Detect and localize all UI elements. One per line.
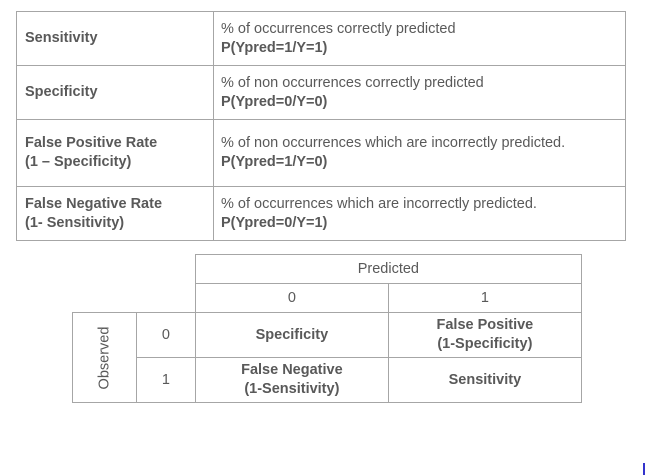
- description-cell: % of occurrences correctly predicted P(Y…: [213, 11, 626, 66]
- term-sublabel: (1- Sensitivity): [25, 214, 125, 231]
- observed-row-1: 1 False Negative (1-Sensitivity) Sensiti…: [73, 357, 582, 403]
- description-cell: % of non occurrences which are incorrect…: [213, 119, 626, 187]
- cell-sublabel: (1-Sensitivity): [244, 381, 340, 397]
- term-cell: Sensitivity: [16, 11, 214, 66]
- observed-header: Observed: [72, 312, 137, 403]
- observed-value-0: 0: [135, 312, 196, 358]
- definitions-table: Sensitivity % of occurrences correctly p…: [16, 11, 626, 241]
- description-text: % of occurrences which are incorrectly p…: [221, 195, 537, 212]
- term-cell: False Negative Rate (1- Sensitivity): [16, 186, 214, 241]
- cell-label: Specificity: [255, 326, 329, 343]
- definition-row-sensitivity: Sensitivity % of occurrences correctly p…: [16, 11, 626, 66]
- observed-label: Observed: [96, 326, 113, 389]
- description-text: % of non occurrences correctly predicted: [221, 74, 484, 91]
- term-sublabel: (1 – Specificity): [25, 154, 132, 170]
- term-label: Specificity: [25, 84, 98, 100]
- definition-row-false-positive-rate: False Positive Rate (1 – Specificity) % …: [16, 119, 626, 187]
- cell-specificity: Specificity: [194, 312, 389, 358]
- term-label: False Negative Rate: [25, 195, 163, 212]
- predicted-value-0: 0: [194, 283, 389, 313]
- term-cell: Specificity: [16, 65, 214, 120]
- cell-false-negative: False Negative (1-Sensitivity): [194, 357, 389, 403]
- cell-label: False Negative: [241, 362, 343, 378]
- empty-corner: [73, 284, 196, 313]
- probability-text: P(Ypred=0/Y=0): [221, 93, 328, 110]
- observed-row-0: Observed 0 Specificity False Positive (1…: [72, 312, 582, 403]
- term-label: False Positive Rate: [25, 135, 158, 151]
- empty-corner: [73, 255, 196, 284]
- cell-sublabel: (1-Specificity): [437, 336, 533, 352]
- corner-mark: [643, 463, 645, 475]
- confusion-matrix: Predicted 0 1 Observed 0 Specificity Fal…: [72, 254, 582, 403]
- predicted-value-1: 1: [387, 283, 582, 313]
- cell-label: False Positive: [436, 317, 534, 333]
- description-cell: % of non occurrences correctly predicted…: [213, 65, 626, 120]
- cell-false-positive: False Positive (1-Specificity): [387, 312, 582, 358]
- cell-label: Sensitivity: [448, 371, 522, 388]
- description-text: % of occurrences correctly predicted: [221, 20, 456, 37]
- probability-text: P(Ypred=1/Y=0): [221, 154, 328, 170]
- description-cell: % of occurrences which are incorrectly p…: [213, 186, 626, 241]
- term-label: Sensitivity: [25, 30, 98, 46]
- predicted-values-row: 0 1: [73, 283, 582, 313]
- predicted-header-row: Predicted: [73, 254, 582, 284]
- probability-text: P(Ypred=0/Y=1): [221, 214, 328, 231]
- predicted-header: Predicted: [194, 254, 582, 284]
- definition-row-false-negative-rate: False Negative Rate (1- Sensitivity) % o…: [16, 186, 626, 241]
- description-text: % of non occurrences which are incorrect…: [221, 135, 566, 151]
- definition-row-specificity: Specificity % of non occurrences correct…: [16, 65, 626, 120]
- cell-sensitivity: Sensitivity: [387, 357, 582, 403]
- term-cell: False Positive Rate (1 – Specificity): [16, 119, 214, 187]
- probability-text: P(Ypred=1/Y=1): [221, 39, 328, 56]
- observed-value-1: 1: [135, 357, 196, 403]
